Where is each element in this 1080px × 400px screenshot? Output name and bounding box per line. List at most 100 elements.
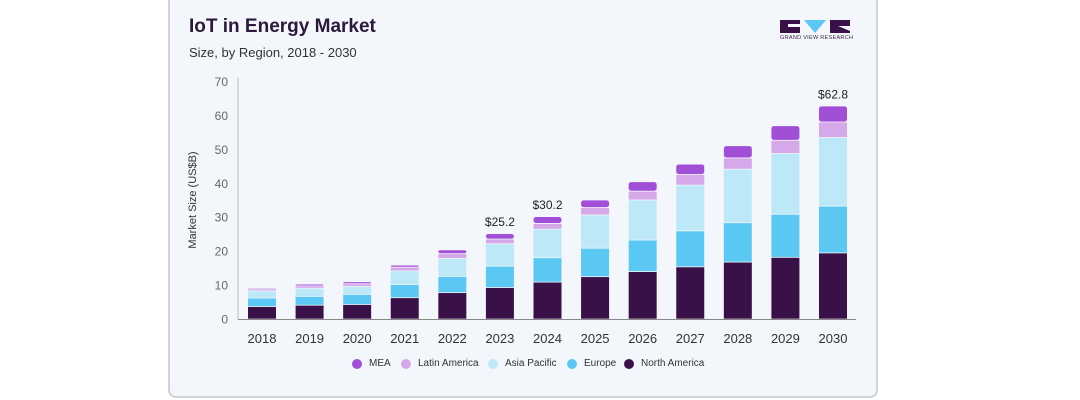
- y-tick-label: 40: [215, 177, 229, 191]
- bar-segment-europe: [533, 258, 562, 282]
- bar-segment-europe: [485, 266, 514, 288]
- bar-segment-europe: [295, 296, 324, 305]
- legend-label: Latin America: [418, 358, 479, 369]
- x-tick-label: 2028: [723, 331, 752, 346]
- bar-segment-asia-pacific: [295, 288, 324, 296]
- legend-label: MEA: [369, 358, 391, 369]
- bar-segment-latin-america: [343, 284, 372, 287]
- bar-segment-europe: [628, 240, 657, 272]
- y-tick-label: 30: [215, 211, 229, 225]
- bar-segment-asia-pacific: [248, 291, 276, 298]
- bar-segment-europe: [248, 298, 276, 307]
- chart-title: IoT in Energy Market: [189, 16, 376, 37]
- data-label: $30.2: [532, 198, 562, 212]
- bar-segment-north-america: [628, 272, 657, 319]
- bar-segment-mea: [771, 126, 800, 140]
- x-tick-label: 2021: [390, 331, 419, 346]
- y-tick-label: 50: [215, 143, 229, 157]
- bar-segment-asia-pacific: [343, 286, 372, 294]
- chart-card: IoT in Energy Market Size, by Region, 20…: [168, 0, 878, 398]
- legend-label: Asia Pacific: [505, 358, 557, 369]
- legend-swatch: [567, 358, 577, 369]
- bar-segment-latin-america: [723, 158, 752, 169]
- grand-view-research-logo: [780, 20, 850, 33]
- bar-segment-latin-america: [390, 267, 419, 271]
- x-tick-label: 2026: [628, 331, 657, 346]
- chart-subtitle: Size, by Region, 2018 - 2030: [189, 45, 357, 60]
- bar-segment-north-america: [438, 293, 467, 319]
- bar-segment-north-america: [676, 267, 705, 319]
- x-tick-label: 2029: [771, 331, 800, 346]
- bar-segment-latin-america: [771, 140, 800, 154]
- bar-segment-mea: [819, 106, 847, 122]
- bar-segment-europe: [723, 223, 752, 262]
- bar-segment-latin-america: [248, 289, 276, 291]
- legend-label: Europe: [584, 358, 617, 369]
- bar-segment-europe: [581, 248, 610, 277]
- bar-segment-asia-pacific: [628, 200, 657, 240]
- bar-segment-asia-pacific: [819, 137, 847, 206]
- bar-segment-europe: [343, 294, 372, 305]
- legend-swatch: [624, 358, 634, 369]
- legend-item: North America: [624, 358, 704, 369]
- bar-segment-europe: [819, 206, 847, 253]
- x-tick-label: 2025: [581, 331, 610, 346]
- bar-segment-mea: [485, 234, 514, 239]
- y-tick-label: 0: [221, 313, 228, 327]
- bar-segment-asia-pacific: [390, 271, 419, 285]
- legend-item: Europe: [567, 358, 616, 369]
- data-label: $62.8: [818, 87, 848, 101]
- bar-segment-latin-america: [581, 207, 610, 215]
- legend-swatch: [488, 358, 498, 369]
- y-axis-label: Market Size (US$B): [187, 151, 199, 248]
- data-label: $25.2: [485, 215, 515, 229]
- bar-segment-north-america: [343, 304, 372, 319]
- bar-segment-latin-america: [676, 174, 705, 185]
- bar-segment-latin-america: [485, 239, 514, 244]
- legend-swatch: [401, 358, 411, 369]
- logo-text: GRAND VIEW RESEARCH: [780, 35, 854, 41]
- x-tick-label: 2024: [533, 331, 562, 346]
- bar-segment-north-america: [533, 282, 562, 319]
- bar-segment-mea: [723, 146, 752, 158]
- bar-segment-latin-america: [438, 254, 467, 258]
- bar-segment-north-america: [819, 253, 847, 319]
- y-tick-label: 20: [215, 245, 229, 259]
- x-tick-label: 2020: [343, 331, 372, 346]
- y-tick-label: 60: [215, 109, 229, 123]
- legend-item: Asia Pacific: [488, 358, 557, 369]
- x-tick-label: 2023: [485, 331, 514, 346]
- bar-segment-mea: [676, 164, 705, 175]
- bar-segment-north-america: [485, 287, 514, 319]
- bar-segment-north-america: [581, 277, 610, 319]
- bar-segment-asia-pacific: [771, 153, 800, 214]
- bar-segment-latin-america: [628, 191, 657, 200]
- bar-segment-asia-pacific: [676, 185, 705, 231]
- bar-segment-north-america: [723, 262, 752, 319]
- legend-item: Latin America: [401, 358, 479, 369]
- bar-segment-mea: [295, 284, 324, 286]
- x-tick-label: 2019: [295, 331, 324, 346]
- bar-segment-mea: [581, 200, 610, 208]
- bar-segment-asia-pacific: [581, 215, 610, 248]
- bar-segment-mea: [533, 217, 562, 224]
- x-tick-label: 2022: [438, 331, 467, 346]
- bar-segment-latin-america: [819, 122, 847, 138]
- bar-segment-north-america: [390, 298, 419, 319]
- x-tick-label: 2030: [819, 331, 848, 346]
- bar-segment-europe: [771, 214, 800, 257]
- legend-swatch: [352, 358, 362, 369]
- bar-segment-latin-america: [295, 286, 324, 288]
- bar-segment-north-america: [248, 306, 276, 319]
- bar-segment-latin-america: [533, 223, 562, 229]
- x-tick-label: 2018: [248, 331, 277, 346]
- bar-segment-north-america: [295, 305, 324, 319]
- bar-segment-asia-pacific: [438, 258, 467, 276]
- bar-segment-north-america: [771, 257, 800, 319]
- bar-segment-asia-pacific: [485, 244, 514, 266]
- bar-segment-mea: [343, 282, 372, 284]
- legend-item: MEA: [352, 358, 391, 369]
- bar-segment-mea: [390, 265, 419, 267]
- bar-segment-europe: [438, 276, 467, 293]
